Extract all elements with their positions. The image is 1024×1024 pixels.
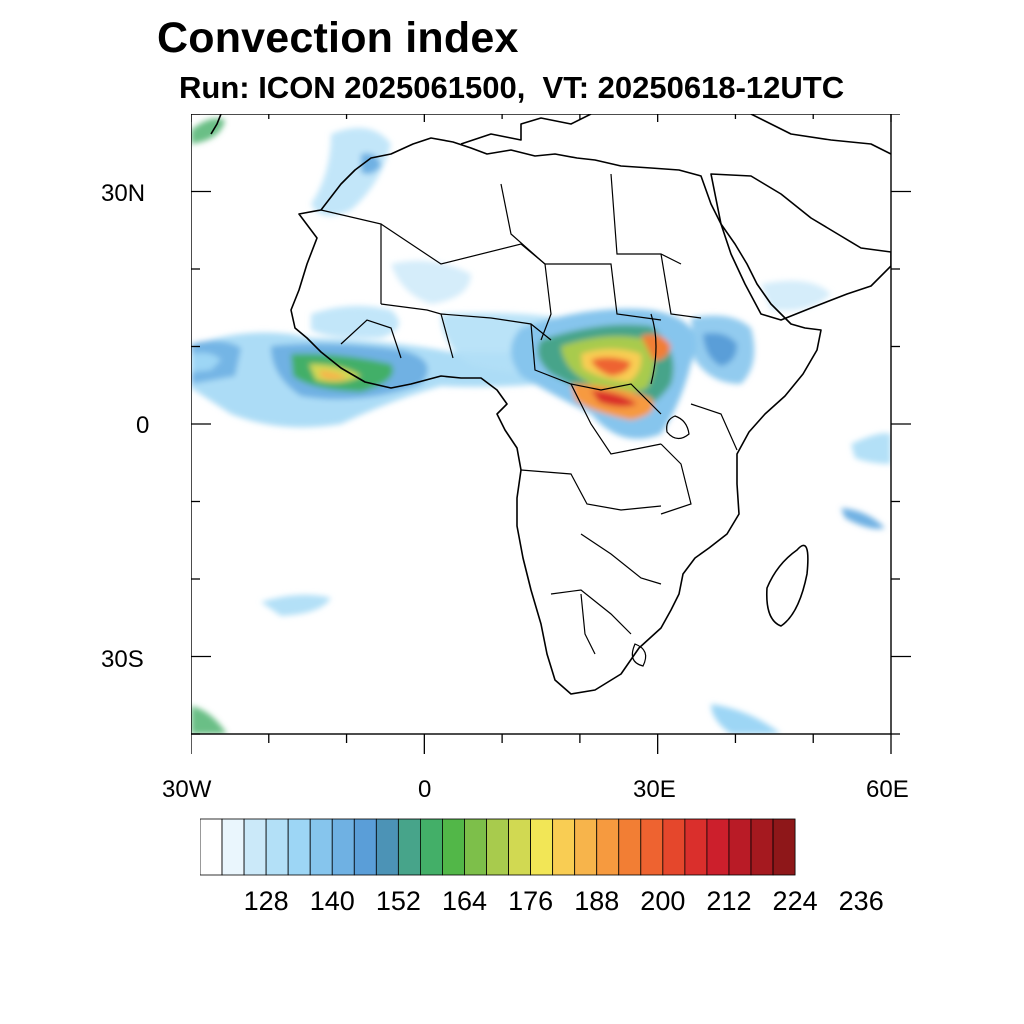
colorbar-box: [750, 818, 774, 876]
colorbar-box: [221, 818, 245, 876]
colorbar-label: 140: [309, 886, 355, 916]
colorbar-box: [353, 818, 377, 876]
colorbar-label: 152: [375, 886, 421, 916]
colorbar-box: [728, 818, 752, 876]
colorbar-box: [419, 818, 443, 876]
africa-coastline: [290, 137, 822, 695]
colorbar-box: [618, 818, 642, 876]
colorbar-box: [265, 818, 289, 876]
colorbar-box: [464, 818, 487, 876]
south-indian-ocean-band: [841, 508, 885, 529]
colorbar-box: [552, 818, 576, 876]
madagascar: [765, 544, 809, 627]
lon-tick-label-0: 0: [418, 776, 432, 803]
colorbar-box: [397, 818, 421, 876]
map-subtitle: Run: ICON 2025061500, VT: 20250618-12UTC: [179, 70, 845, 105]
colorbar-box: [486, 818, 509, 876]
colorbar-box: [375, 818, 399, 876]
lat-tick-label-30n: 30N: [101, 180, 146, 207]
colorbar-box: [706, 818, 730, 876]
colorbar-box: [530, 818, 554, 876]
lat-tick-label-0: 0: [136, 412, 150, 439]
colorbar-box: [662, 818, 686, 876]
colorbar-label: 188: [574, 886, 620, 916]
map-panel[interactable]: [191, 114, 911, 764]
colorbar-box: [640, 818, 664, 876]
country-borders: [320, 173, 738, 667]
map-title: Convection index: [157, 14, 519, 62]
colorbar-label: 164: [441, 886, 487, 916]
colorbar-label: 224: [772, 886, 818, 916]
lon-tick-label-30w: 30W: [162, 776, 212, 803]
colorbar-label: 128: [243, 886, 289, 916]
colorbar-box: [200, 818, 223, 876]
colorbar-box: [684, 818, 708, 876]
convection-field: [191, 118, 891, 734]
arabian-peninsula: [710, 173, 891, 321]
colorbar: [200, 818, 796, 876]
colorbar-box: [772, 818, 796, 876]
colorbar-box: [243, 818, 267, 876]
colorbar-box: [508, 818, 531, 876]
colorbar-box: [331, 818, 355, 876]
map-ticks: [191, 114, 911, 754]
coastlines: [210, 114, 891, 695]
colorbar-label: 176: [508, 886, 554, 916]
south-atlantic-cloud-band: [261, 594, 331, 616]
lon-tick-label-60e: 60E: [866, 776, 909, 803]
colorbar-box: [309, 818, 333, 876]
colorbar-box: [287, 818, 311, 876]
colorbar-box: [442, 818, 465, 876]
colorbar-box: [596, 818, 620, 876]
lat-tick-label-30s: 30S: [101, 646, 144, 673]
colorbar-label: 212: [706, 886, 752, 916]
colorbar-box: [574, 818, 598, 876]
colorbar-label: 236: [838, 886, 884, 916]
colorbar-label: 200: [640, 886, 686, 916]
lon-tick-label-30e: 30E: [633, 776, 676, 803]
